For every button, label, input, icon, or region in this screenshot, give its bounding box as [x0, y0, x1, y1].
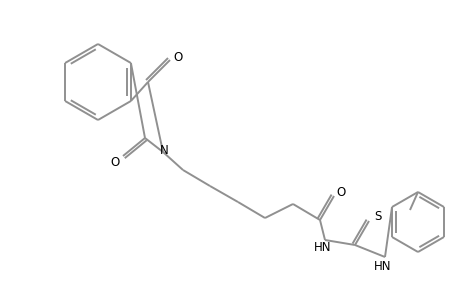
Text: N: N [159, 143, 168, 157]
Text: HN: HN [374, 260, 391, 274]
Text: HN: HN [313, 242, 331, 254]
Text: O: O [336, 185, 345, 199]
Text: O: O [173, 50, 182, 64]
Text: S: S [374, 209, 381, 223]
Text: O: O [110, 155, 119, 169]
